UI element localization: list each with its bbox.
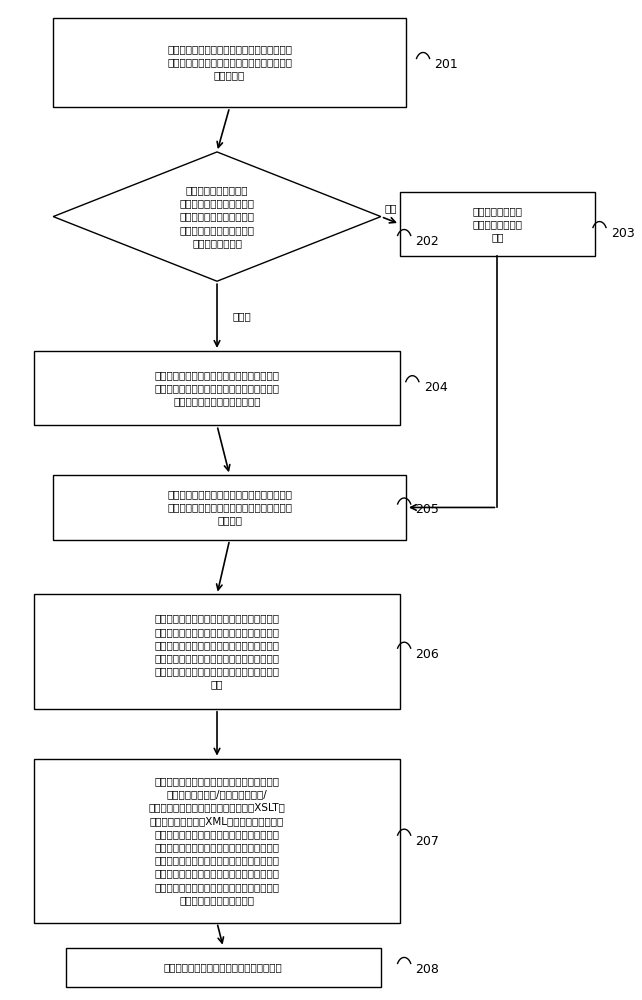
Text: 从用户数据库中调
取该资源获取方式
信息: 从用户数据库中调 取该资源获取方式 信息 (473, 206, 523, 242)
Text: 根据第三方系统标识，
在用户数据库中查找与第三
方系统标识对应的资源获取
方式信息，判断该资源获取
方式信息是否存在: 根据第三方系统标识， 在用户数据库中查找与第三 方系统标识对应的资源获取 方式信… (180, 185, 254, 248)
Text: 205: 205 (415, 503, 439, 516)
Text: 存在: 存在 (384, 203, 397, 213)
FancyBboxPatch shape (34, 594, 400, 709)
FancyBboxPatch shape (34, 759, 400, 923)
Text: 根据获取时间范围信息在预设配置表中填写数
据过滤起止时间条件；根据获取条目数量条件
在预设配置表中填写数据过滤主键值；以使第
三方系统根据填写后的预设配置表进行: 根据获取时间范围信息在预设配置表中填写数 据过滤起止时间条件；根据获取条目数量条… (155, 614, 279, 690)
Text: 202: 202 (415, 235, 439, 248)
Text: 207: 207 (415, 835, 439, 848)
FancyBboxPatch shape (53, 18, 406, 107)
Text: 206: 206 (415, 648, 439, 661)
Text: 根据资源获取方式信息，获取第三方系统标识
对应的登录信息；将登录信息对应填写到预设
配置表中: 根据资源获取方式信息，获取第三方系统标识 对应的登录信息；将登录信息对应填写到预… (167, 489, 292, 526)
FancyBboxPatch shape (65, 948, 381, 987)
Text: 接收资源内容管理系统发送的数据获取请求，
该数据获取请求包含第三方系统标识、资源数
据属性信息: 接收资源内容管理系统发送的数据获取请求， 该数据获取请求包含第三方系统标识、资源… (167, 44, 292, 81)
FancyBboxPatch shape (53, 475, 406, 540)
Text: 发送处理后的资源数据到资源内容管理系统: 发送处理后的资源数据到资源内容管理系统 (164, 962, 282, 972)
Text: 203: 203 (611, 227, 634, 240)
FancyBboxPatch shape (400, 192, 595, 256)
Text: 208: 208 (415, 963, 439, 976)
Text: 接收第三方系统发送的资源数据，对资源数据
进行格式转换、和/或文本替换、和/
或信息提取归类；格式转换包括：采用XSLT技
术将资源数据转换为XML格式数据；文: 接收第三方系统发送的资源数据，对资源数据 进行格式转换、和/或文本替换、和/ 或… (148, 776, 286, 905)
Text: 获取保密装置中的伪随机数序列，并将该伪随
机数序列与内存中存储的伪随机数序列进行比
对；若匹配，则切换到解锁状态: 获取保密装置中的伪随机数序列，并将该伪随 机数序列与内存中存储的伪随机数序列进行… (155, 370, 279, 406)
Text: 201: 201 (435, 58, 458, 71)
FancyBboxPatch shape (34, 351, 400, 425)
Text: 不存在: 不存在 (233, 311, 252, 321)
Text: 204: 204 (424, 381, 447, 394)
Polygon shape (53, 152, 381, 281)
